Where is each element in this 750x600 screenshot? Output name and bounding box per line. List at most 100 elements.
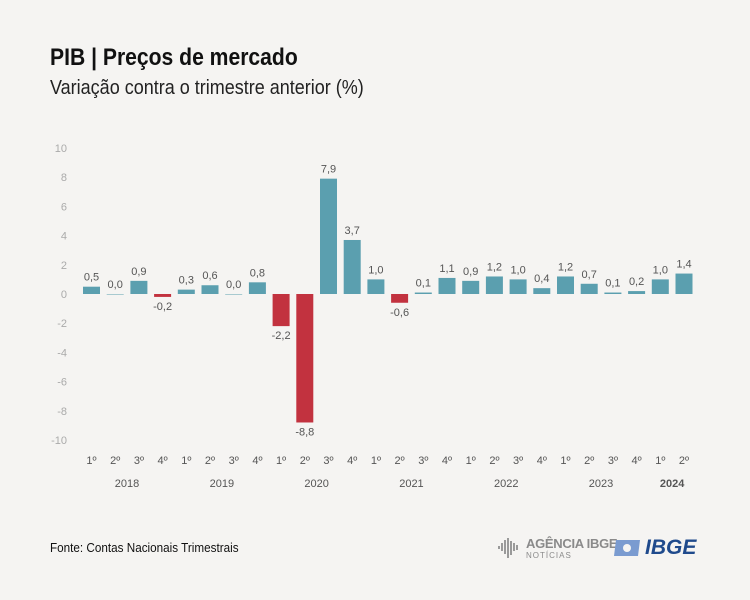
- x-tick-label: 3º: [418, 455, 428, 467]
- ibge-logo-icon: [614, 540, 640, 556]
- y-tick-label: -10: [51, 435, 67, 447]
- x-tick-label: 1º: [371, 455, 381, 467]
- bar: [485, 276, 503, 294]
- bar: [130, 280, 148, 294]
- data-label: 0,0: [226, 279, 241, 291]
- data-label: 1,0: [653, 264, 668, 276]
- data-label: 0,4: [534, 273, 549, 285]
- x-tick-label: 1º: [655, 455, 665, 467]
- y-tick-label: 0: [61, 289, 67, 301]
- y-tick-label: -2: [57, 318, 67, 330]
- x-tick-label: 2º: [205, 455, 215, 467]
- bar: [296, 294, 314, 423]
- y-tick-label: 6: [61, 201, 67, 213]
- x-tick-label: 1º: [181, 455, 191, 467]
- bar: [201, 285, 219, 294]
- data-label: 0,2: [629, 276, 644, 288]
- x-tick-label: 3º: [134, 455, 144, 467]
- data-label: 1,4: [676, 259, 691, 271]
- year-label: 2023: [589, 478, 613, 490]
- agencia-logo-icon: [498, 538, 518, 558]
- ibge-logo-text: IBGE: [645, 536, 697, 559]
- bar: [557, 276, 574, 294]
- bar: [367, 279, 385, 294]
- data-label: 0,1: [605, 278, 620, 290]
- bar: [391, 294, 409, 303]
- bar: [604, 292, 622, 294]
- x-tick-label: 2º: [584, 455, 594, 467]
- bar: [154, 294, 172, 297]
- x-tick-label: 2º: [300, 455, 310, 467]
- data-label: 3,7: [345, 225, 360, 237]
- data-label: 1,2: [558, 261, 573, 273]
- bar: [414, 292, 432, 294]
- data-label: 0,9: [463, 266, 478, 278]
- bar: [533, 288, 551, 294]
- chart-title: PIB | Preços de mercado: [50, 44, 298, 71]
- data-label: 0,3: [179, 275, 194, 287]
- data-label: 0,7: [582, 269, 597, 281]
- year-label: 2024: [660, 478, 685, 490]
- bar: [83, 286, 100, 294]
- bar: [225, 294, 243, 295]
- x-tick-label: 3º: [608, 455, 618, 467]
- x-tick-label: 4º: [252, 455, 262, 467]
- data-label: 1,2: [487, 261, 502, 273]
- bar: [651, 279, 669, 294]
- x-tick-label: 3º: [323, 455, 333, 467]
- y-tick-label: 2: [61, 260, 67, 272]
- year-label: 2021: [399, 478, 423, 490]
- data-label: 1,0: [510, 264, 525, 276]
- data-label: 0,6: [202, 270, 217, 282]
- x-tick-label: 4º: [632, 455, 642, 467]
- bar: [675, 273, 693, 294]
- x-tick-label: 2º: [395, 455, 405, 467]
- bar: [272, 294, 290, 327]
- x-tick-label: 2º: [679, 455, 689, 467]
- y-tick-label: 4: [61, 231, 67, 243]
- x-tick-label: 3º: [513, 455, 523, 467]
- data-label: 0,5: [84, 272, 99, 284]
- data-label: 1,1: [439, 263, 454, 275]
- data-label: 0,1: [416, 278, 431, 290]
- x-tick-label: 3º: [229, 455, 239, 467]
- bar: [177, 289, 195, 294]
- year-label: 2020: [304, 478, 328, 490]
- year-label: 2018: [115, 478, 139, 490]
- x-tick-label: 1º: [276, 455, 286, 467]
- data-label: -8,8: [295, 426, 314, 438]
- agencia-title: AGÊNCIA IBGE: [526, 536, 618, 551]
- x-tick-label: 4º: [537, 455, 547, 467]
- x-tick-label: 4º: [158, 455, 168, 467]
- y-tick-label: -4: [57, 347, 67, 359]
- bar: [462, 280, 480, 294]
- data-label: -0,2: [153, 301, 172, 313]
- chart-subtitle: Variação contra o trimestre anterior (%): [50, 77, 364, 99]
- x-tick-label: 4º: [347, 455, 357, 467]
- bar: [106, 294, 124, 295]
- year-label: 2019: [210, 478, 234, 490]
- bar: [580, 283, 598, 294]
- data-label: 1,0: [368, 264, 383, 276]
- agencia-ibge-logo: AGÊNCIA IBGE NOTÍCIAS: [498, 536, 618, 560]
- ibge-logo: IBGE: [612, 536, 696, 560]
- agencia-subtitle: NOTÍCIAS: [526, 551, 572, 560]
- data-label: 0,0: [108, 279, 123, 291]
- y-tick-label: 10: [55, 143, 67, 155]
- data-label: 7,9: [321, 164, 336, 176]
- y-tick-label: 8: [61, 172, 67, 184]
- y-tick-label: -8: [57, 406, 67, 418]
- data-label: 0,8: [250, 267, 265, 279]
- x-tick-label: 4º: [442, 455, 452, 467]
- y-tick-label: -6: [57, 377, 67, 389]
- x-tick-label: 1º: [466, 455, 476, 467]
- bar: [320, 178, 337, 294]
- year-label: 2022: [494, 478, 518, 490]
- bar: [628, 291, 646, 294]
- x-tick-label: 1º: [86, 455, 96, 467]
- bar: [248, 282, 266, 294]
- data-label: -0,6: [390, 307, 409, 319]
- x-tick-label: 1º: [560, 455, 570, 467]
